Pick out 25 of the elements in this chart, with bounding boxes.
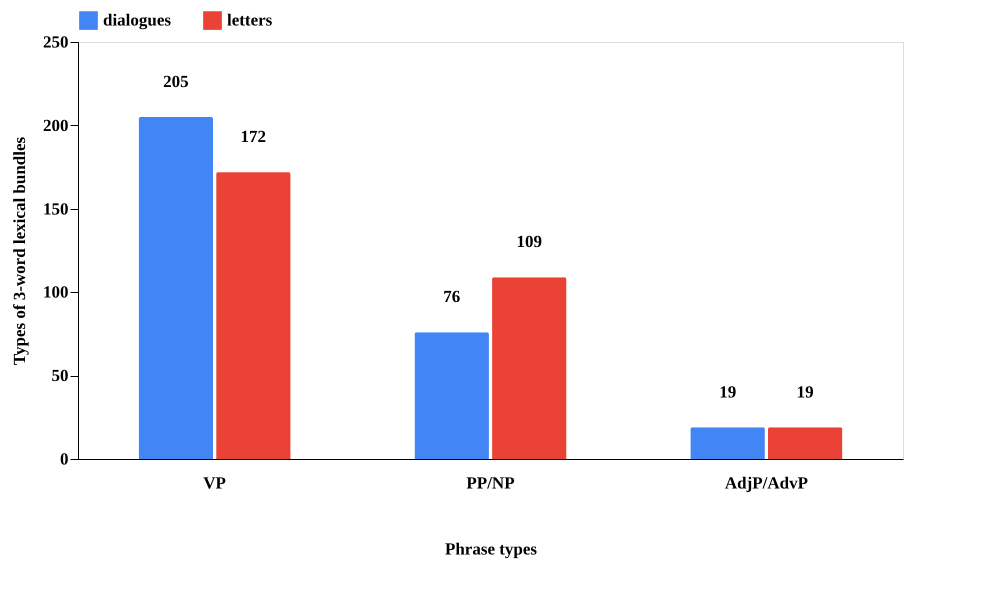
x-tick-label: AdjP/AdvP xyxy=(724,474,808,492)
y-tick-label: 200 xyxy=(43,116,68,135)
bar xyxy=(138,117,214,459)
legend-label: letters xyxy=(227,10,273,30)
data-label: 205 xyxy=(163,72,189,92)
y-axis-title: Types of 3-word lexical bundles xyxy=(10,136,29,366)
y-tick-label: 150 xyxy=(43,199,68,218)
data-label: 109 xyxy=(516,232,542,252)
bar xyxy=(690,427,765,459)
bar xyxy=(492,277,566,459)
y-tick-label: 0 xyxy=(60,450,68,468)
y-tick-label: 50 xyxy=(52,366,68,386)
legend-label: dialogues xyxy=(103,10,172,30)
data-label: 19 xyxy=(796,382,814,402)
x-tick-label: VP xyxy=(203,474,226,492)
data-label: 19 xyxy=(719,382,736,402)
y-tick-label: 100 xyxy=(43,282,68,302)
bar xyxy=(414,332,489,459)
x-tick-label: PP/NP xyxy=(466,474,515,492)
x-axis-title: Phrase types xyxy=(444,540,538,558)
bar xyxy=(768,427,842,459)
y-tick-label: 250 xyxy=(43,32,68,52)
data-label: 172 xyxy=(240,127,266,146)
bar xyxy=(216,172,290,459)
data-label: 76 xyxy=(443,287,460,306)
